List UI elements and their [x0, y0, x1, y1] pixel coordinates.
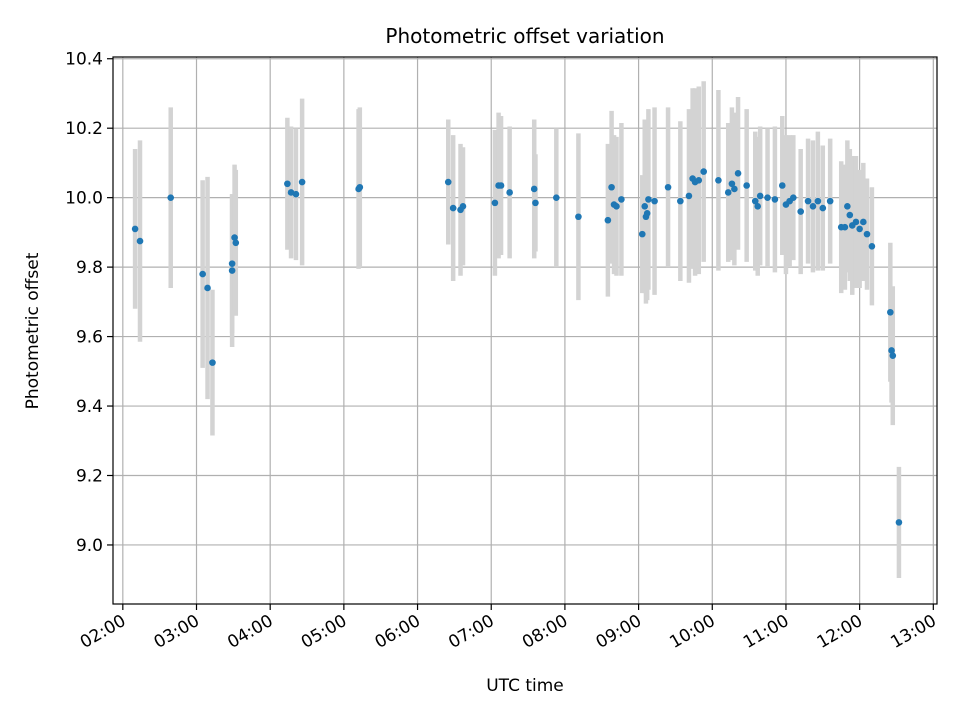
data-point: [841, 223, 849, 231]
y-tick-label: 10.2: [65, 119, 103, 139]
y-tick-label: 9.8: [76, 258, 103, 278]
data-point: [449, 204, 457, 212]
data-point: [643, 209, 651, 217]
data-point: [167, 194, 175, 201]
y-tick-label: 10.4: [65, 50, 103, 70]
y-axis-label: Photometric offset: [23, 252, 43, 409]
data-point: [826, 197, 834, 205]
y-axis: 9.0 9.2 9.4 9.6 9.8 10.0 10.2 10.4: [65, 50, 113, 556]
data-point: [444, 178, 452, 186]
plot-frame: [112, 56, 938, 605]
data-point: [645, 196, 652, 203]
data-point: [604, 216, 612, 224]
data-point: [506, 189, 513, 196]
data-point: [715, 176, 722, 184]
data-point: [731, 185, 738, 193]
data-point: [638, 230, 646, 238]
data-point: [856, 225, 863, 233]
data-point: [553, 194, 560, 201]
data-point: [575, 213, 582, 221]
data-point: [641, 203, 649, 210]
data-point: [298, 178, 306, 186]
data-point: [860, 218, 867, 226]
data-point: [228, 260, 236, 267]
data-point: [728, 180, 736, 188]
data-point: [131, 225, 139, 233]
data-point: [764, 194, 771, 201]
data-point: [819, 204, 827, 212]
data-point: [844, 203, 851, 210]
data-point: [804, 197, 812, 205]
data-point: [734, 170, 742, 177]
y-tick-label: 9.2: [76, 466, 103, 486]
data-point: [863, 230, 871, 238]
data-point: [814, 197, 822, 205]
data-point: [613, 203, 620, 210]
data-point: [204, 284, 211, 292]
data-point: [136, 237, 144, 245]
data-point: [497, 182, 505, 189]
data-point: [356, 183, 364, 191]
data-point: [771, 196, 779, 203]
data-point: [852, 218, 860, 226]
data-point: [618, 196, 625, 203]
data-point: [685, 192, 693, 200]
data-point: [895, 519, 903, 526]
data-point: [228, 267, 236, 274]
data-point: [868, 242, 876, 250]
y-tick-label: 9.0: [76, 536, 103, 556]
data-point: [199, 270, 206, 278]
data-point: [677, 197, 684, 205]
data-point: [754, 203, 762, 210]
data-point: [664, 183, 672, 191]
grid: [113, 57, 937, 604]
data-point: [889, 352, 897, 359]
data-point: [532, 199, 539, 207]
data-point: [491, 199, 499, 207]
data-point: [651, 197, 658, 205]
data-point: [231, 234, 238, 241]
data-point: [608, 183, 615, 191]
data-point: [888, 347, 895, 354]
data-point: [700, 168, 707, 175]
data-point: [756, 192, 764, 200]
x-axis-label: UTC time: [486, 676, 564, 696]
data-point: [292, 190, 300, 198]
y-tick-label: 10.0: [65, 189, 103, 209]
data-points: [131, 168, 903, 526]
data-point: [887, 308, 894, 316]
data-point: [790, 194, 797, 201]
data-point: [809, 203, 817, 210]
data-point: [284, 180, 291, 188]
chart-title: Photometric offset variation: [385, 24, 664, 48]
data-point: [778, 182, 786, 189]
data-point: [846, 211, 854, 219]
data-point: [530, 185, 538, 193]
data-point: [695, 176, 703, 184]
y-tick-label: 9.4: [76, 397, 103, 417]
data-point: [724, 189, 732, 196]
y-tick-label: 9.6: [76, 328, 103, 348]
data-point: [459, 203, 467, 210]
data-point: [743, 182, 750, 189]
data-point: [751, 197, 759, 205]
data-point: [232, 239, 240, 247]
data-point: [797, 208, 804, 215]
data-point: [209, 359, 216, 366]
